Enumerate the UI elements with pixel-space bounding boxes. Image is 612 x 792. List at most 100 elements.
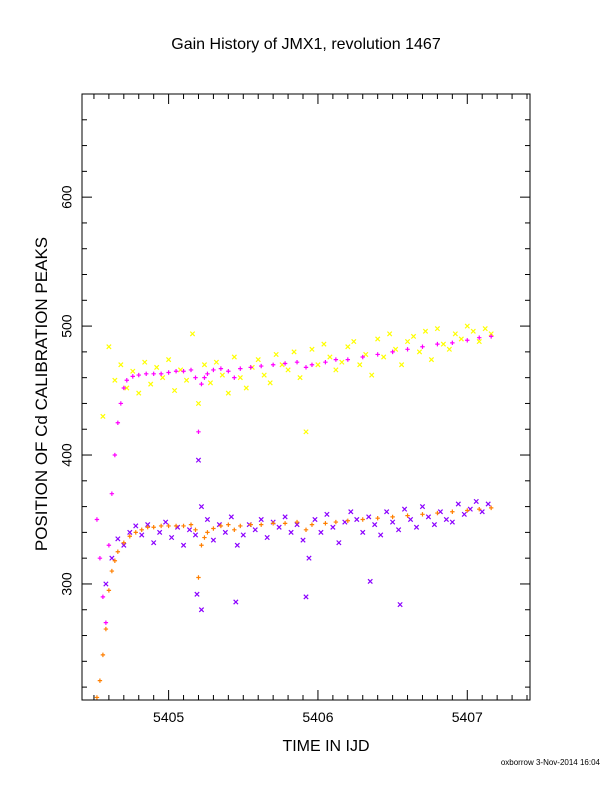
data-point <box>323 521 328 526</box>
data-point <box>282 361 288 366</box>
data-point <box>115 549 121 554</box>
data-point <box>199 381 204 387</box>
data-point <box>465 508 470 513</box>
data-point <box>375 336 381 342</box>
data-point <box>407 516 414 523</box>
data-point <box>94 695 100 700</box>
data-point <box>133 523 139 529</box>
data-point <box>198 503 205 510</box>
data-point <box>390 514 395 520</box>
data-point <box>303 527 309 533</box>
data-point <box>232 527 237 533</box>
data-point <box>157 529 163 536</box>
data-point <box>416 349 423 355</box>
data-point <box>389 519 396 525</box>
data-point <box>173 523 179 529</box>
footer-stamp: oxborrow 3-Nov-2014 16:04 <box>500 758 600 767</box>
data-point <box>259 522 264 527</box>
data-point <box>151 525 156 530</box>
series-2 <box>103 457 491 613</box>
data-point <box>375 352 380 357</box>
data-point <box>112 558 118 563</box>
data-point <box>186 527 193 533</box>
data-point <box>133 530 138 535</box>
data-point <box>488 331 494 337</box>
data-point <box>202 375 207 380</box>
data-point <box>124 385 130 391</box>
data-point <box>97 678 103 683</box>
data-point <box>449 519 455 525</box>
data-point <box>465 338 470 343</box>
data-point <box>109 555 115 561</box>
data-point <box>482 326 488 332</box>
data-point <box>434 326 441 332</box>
data-point <box>450 509 455 514</box>
data-point <box>198 607 205 613</box>
data-point <box>238 366 243 371</box>
data-point <box>452 331 458 337</box>
x-axis-label: TIME IN IJD <box>282 738 370 755</box>
data-point <box>309 522 315 527</box>
data-point <box>112 452 118 458</box>
data-point <box>145 525 150 530</box>
data-point <box>130 374 135 379</box>
data-point <box>366 514 372 520</box>
data-point <box>189 331 196 337</box>
data-point <box>109 491 115 496</box>
data-point <box>248 365 253 370</box>
data-point <box>228 514 234 520</box>
data-point <box>270 521 276 526</box>
data-point <box>219 372 225 378</box>
data-point <box>100 413 106 419</box>
data-point <box>121 542 127 548</box>
data-point <box>205 371 210 376</box>
data-point <box>194 591 200 597</box>
data-point <box>476 338 482 345</box>
data-point <box>252 527 258 533</box>
data-point <box>446 346 452 352</box>
data-point <box>367 578 373 585</box>
data-point <box>435 510 440 516</box>
data-point <box>201 362 208 368</box>
data-point <box>106 344 112 350</box>
data-point <box>420 512 425 517</box>
data-point <box>188 367 194 373</box>
data-point <box>267 380 273 386</box>
data-point <box>106 588 112 593</box>
data-point <box>166 370 171 375</box>
data-point <box>282 521 288 526</box>
data-point <box>171 387 178 394</box>
data-point <box>398 362 405 368</box>
data-point <box>397 601 403 608</box>
data-point <box>309 362 315 367</box>
data-point <box>479 509 485 515</box>
data-point <box>100 652 106 658</box>
data-point <box>136 372 141 378</box>
data-point <box>94 517 100 522</box>
data-point <box>127 534 132 539</box>
data-point <box>345 344 351 350</box>
data-point <box>121 385 127 391</box>
data-point <box>130 368 136 374</box>
data-point <box>387 331 393 337</box>
data-point <box>142 359 148 365</box>
data-point <box>109 568 115 574</box>
data-point <box>193 527 198 533</box>
data-point <box>264 534 270 541</box>
data-point <box>207 380 214 386</box>
data-point <box>115 536 121 542</box>
data-point <box>151 540 157 546</box>
data-point <box>195 457 202 463</box>
data-point <box>410 333 417 340</box>
data-point <box>183 377 190 383</box>
data-points <box>94 323 494 700</box>
series-3 <box>94 505 494 700</box>
data-point <box>375 516 380 521</box>
data-point <box>425 514 432 520</box>
data-point <box>488 334 494 339</box>
data-point <box>392 346 399 352</box>
data-point <box>443 516 449 523</box>
data-point <box>291 349 297 355</box>
data-point <box>248 522 253 527</box>
data-point <box>345 518 351 523</box>
